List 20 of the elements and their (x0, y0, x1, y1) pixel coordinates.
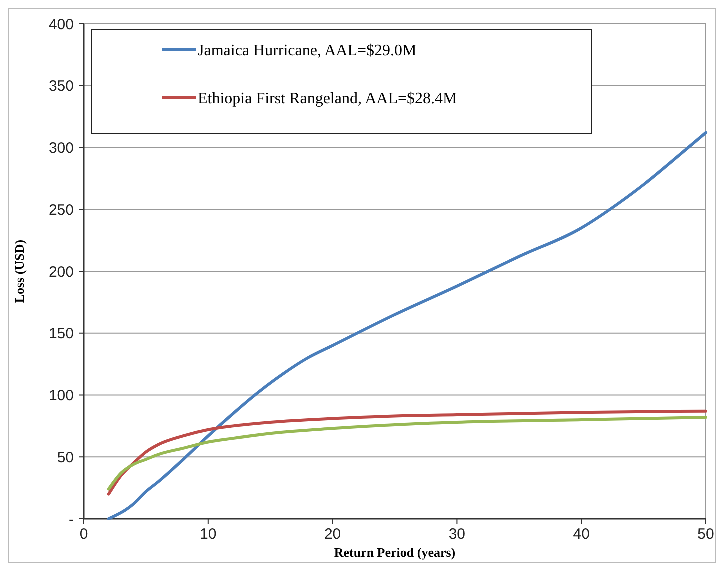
legend-label: Jamaica Hurricane, AAL=$29.0M (198, 42, 417, 60)
y-tick-label: 100 (48, 388, 74, 404)
legend-label: Ethiopia First Rangeland, AAL=$28.4M (198, 90, 458, 108)
y-tick-label: 50 (57, 449, 74, 466)
x-tick-label: 40 (573, 526, 590, 543)
y-tick-label: 250 (48, 202, 74, 219)
y-tick-label: 400 (48, 16, 74, 34)
y-tick-label: 300 (48, 140, 74, 157)
y-axis-title: Loss (USD) (12, 240, 27, 304)
y-tick-label: 350 (48, 78, 74, 96)
y-tick-label: 150 (48, 326, 74, 343)
x-tick-label: 50 (698, 526, 714, 543)
x-tick-label: 10 (200, 526, 217, 543)
x-tick-label: 30 (448, 526, 466, 543)
y-tick-label: - (69, 511, 74, 528)
x-axis-title: Return Period (years) (334, 545, 456, 560)
y-tick-label: 200 (48, 264, 74, 281)
x-tick-label: 0 (80, 526, 88, 543)
line-series (107, 131, 708, 520)
x-tick-label: 20 (324, 526, 342, 543)
